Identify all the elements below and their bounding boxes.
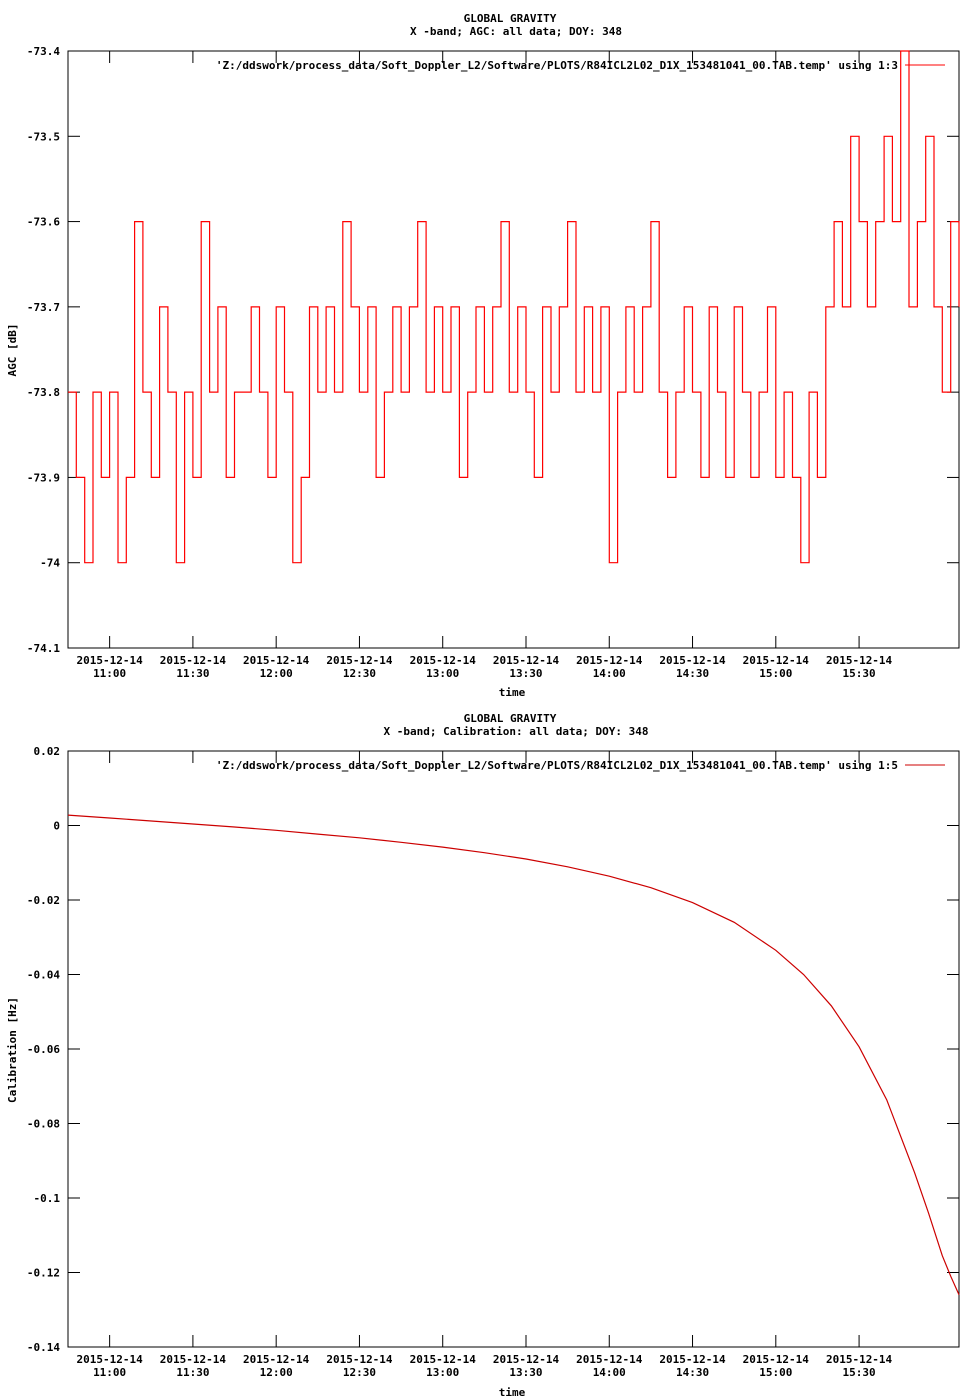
x-tick-date: 2015-12-14 (659, 1353, 726, 1366)
y-tick-label: 0 (53, 820, 60, 833)
x-tick-time: 13:30 (509, 1366, 542, 1379)
x-tick-time: 15:30 (843, 1366, 876, 1379)
x-tick-date: 2015-12-14 (77, 654, 144, 667)
x-tick-date: 2015-12-14 (826, 654, 893, 667)
calibration-chart-title: GLOBAL GRAVITY (464, 712, 557, 725)
calibration-y-axis-label: Calibration [Hz] (6, 997, 19, 1103)
x-tick-time: 13:00 (426, 667, 459, 680)
y-tick-label: 0.02 (34, 745, 61, 758)
x-tick-time: 14:00 (593, 1366, 626, 1379)
agc-legend-label: 'Z:/ddswork/process_data/Soft_Doppler_L2… (216, 59, 898, 72)
x-tick-date: 2015-12-14 (743, 654, 810, 667)
x-tick-date: 2015-12-14 (493, 654, 560, 667)
x-tick-date: 2015-12-14 (826, 1353, 893, 1366)
x-tick-time: 11:00 (93, 1366, 126, 1379)
x-tick-time: 11:30 (176, 667, 209, 680)
x-tick-date: 2015-12-14 (576, 654, 643, 667)
x-tick-time: 12:00 (260, 1366, 293, 1379)
x-tick-time: 12:00 (260, 667, 293, 680)
y-tick-label: -0.08 (27, 1118, 60, 1131)
x-tick-date: 2015-12-14 (576, 1353, 643, 1366)
y-tick-label: -0.04 (27, 969, 60, 982)
y-tick-label: -0.12 (27, 1267, 60, 1280)
agc-chart-title: GLOBAL GRAVITY (464, 12, 557, 25)
x-tick-date: 2015-12-14 (410, 1353, 477, 1366)
x-tick-date: 2015-12-14 (743, 1353, 810, 1366)
y-tick-label: -0.1 (34, 1192, 61, 1205)
x-tick-time: 15:30 (843, 667, 876, 680)
agc-plot-frame (67, 50, 960, 649)
calibration-x-axis-label: time (499, 1386, 526, 1399)
x-tick-date: 2015-12-14 (243, 1353, 310, 1366)
x-tick-date: 2015-12-14 (160, 654, 227, 667)
y-tick-label: -74.1 (27, 642, 60, 655)
y-tick-label: -73.4 (27, 45, 60, 58)
x-tick-time: 13:00 (426, 1366, 459, 1379)
x-tick-date: 2015-12-14 (410, 654, 477, 667)
x-tick-date: 2015-12-14 (326, 1353, 393, 1366)
x-tick-time: 13:30 (509, 667, 542, 680)
y-tick-label: -73.8 (27, 386, 60, 399)
calibration-chart: GLOBAL GRAVITY X -band; Calibration: all… (6, 712, 960, 1399)
y-tick-label: -73.7 (27, 301, 60, 314)
x-tick-time: 14:30 (676, 1366, 709, 1379)
x-tick-time: 14:00 (593, 667, 626, 680)
x-tick-time: 12:30 (343, 1366, 376, 1379)
x-tick-time: 11:00 (93, 667, 126, 680)
agc-chart-subtitle: X -band; AGC: all data; DOY: 348 (410, 25, 622, 38)
y-tick-label: -0.14 (27, 1341, 60, 1354)
x-tick-time: 12:30 (343, 667, 376, 680)
calibration-legend-label: 'Z:/ddswork/process_data/Soft_Doppler_L2… (216, 759, 898, 772)
x-tick-time: 15:00 (759, 1366, 792, 1379)
calibration-chart-subtitle: X -band; Calibration: all data; DOY: 348 (384, 725, 649, 738)
x-tick-date: 2015-12-14 (493, 1353, 560, 1366)
y-tick-label: -0.06 (27, 1043, 60, 1056)
y-tick-label: -73.6 (27, 216, 60, 229)
y-tick-label: -73.5 (27, 130, 60, 143)
x-tick-date: 2015-12-14 (77, 1353, 144, 1366)
calibration-plot-frame (67, 750, 960, 1348)
series-line (67, 814, 960, 1296)
series-line (68, 50, 960, 564)
agc-x-axis-label: time (499, 686, 526, 699)
x-tick-date: 2015-12-14 (243, 654, 310, 667)
y-tick-label: -74 (40, 557, 60, 570)
x-tick-time: 14:30 (676, 667, 709, 680)
x-tick-time: 11:30 (176, 1366, 209, 1379)
x-tick-date: 2015-12-14 (160, 1353, 227, 1366)
agc-y-axis-label: AGC [dB] (6, 324, 19, 377)
x-tick-date: 2015-12-14 (659, 654, 726, 667)
y-tick-label: -0.02 (27, 894, 60, 907)
x-tick-time: 15:00 (759, 667, 792, 680)
y-tick-label: -73.9 (27, 471, 60, 484)
agc-chart: GLOBAL GRAVITY X -band; AGC: all data; D… (6, 12, 960, 699)
x-tick-date: 2015-12-14 (326, 654, 393, 667)
